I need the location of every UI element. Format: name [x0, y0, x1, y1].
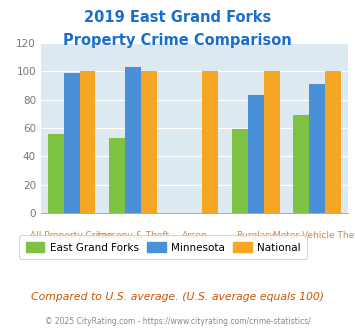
Bar — [64, 73, 80, 213]
Bar — [109, 138, 125, 213]
Bar — [141, 71, 157, 213]
Text: Compared to U.S. average. (U.S. average equals 100): Compared to U.S. average. (U.S. average … — [31, 292, 324, 302]
Bar — [293, 115, 309, 213]
Text: All Property Crime: All Property Crime — [30, 231, 113, 240]
Bar — [226, 43, 285, 213]
Bar — [288, 43, 347, 213]
Bar — [309, 84, 325, 213]
Text: Larceny & Theft: Larceny & Theft — [97, 231, 169, 240]
Bar — [103, 43, 163, 213]
Text: Arson: Arson — [181, 231, 207, 240]
Text: © 2025 CityRating.com - https://www.cityrating.com/crime-statistics/: © 2025 CityRating.com - https://www.city… — [45, 317, 310, 326]
Bar — [232, 129, 248, 213]
Text: Motor Vehicle Theft: Motor Vehicle Theft — [273, 231, 355, 240]
Bar — [80, 71, 95, 213]
Bar — [125, 67, 141, 213]
Text: Property Crime Comparison: Property Crime Comparison — [63, 33, 292, 48]
Text: 2019 East Grand Forks: 2019 East Grand Forks — [84, 10, 271, 25]
Legend: East Grand Forks, Minnesota, National: East Grand Forks, Minnesota, National — [20, 235, 307, 259]
Bar — [248, 95, 264, 213]
Bar — [48, 134, 64, 213]
Bar — [42, 43, 101, 213]
Bar — [165, 43, 224, 213]
Text: Burglary: Burglary — [236, 231, 275, 240]
Bar — [202, 71, 218, 213]
Bar — [264, 71, 280, 213]
Bar — [325, 71, 341, 213]
